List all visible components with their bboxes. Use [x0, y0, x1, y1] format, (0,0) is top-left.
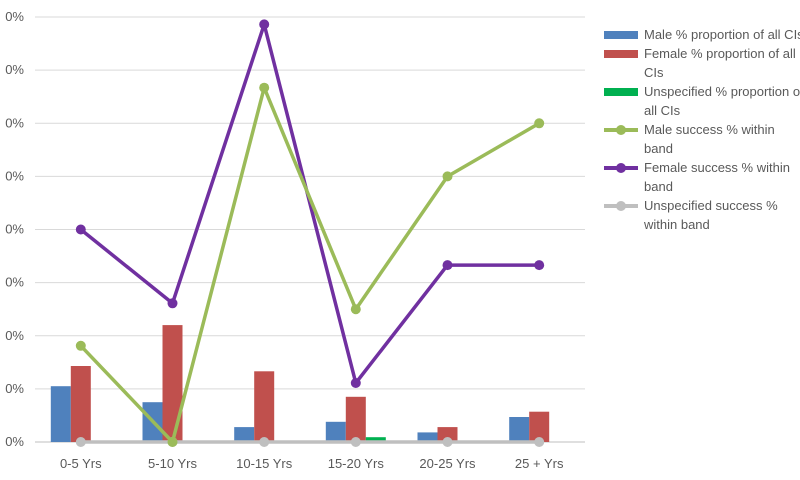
bar	[50, 386, 71, 442]
x-tick-label: 15-20 Yrs	[328, 456, 385, 471]
legend-swatch	[604, 31, 638, 39]
bars	[50, 325, 550, 442]
bar	[437, 427, 458, 442]
legend-label: Female success % within band	[644, 160, 790, 194]
data-point	[75, 340, 86, 351]
legend-item: Unspecified % proportion of all CIs	[604, 82, 800, 120]
bar	[70, 366, 91, 442]
legend-line-marker	[604, 201, 638, 211]
bar	[365, 437, 386, 442]
data-point	[350, 437, 361, 447]
legend-swatch	[604, 88, 638, 96]
legend-label: Unspecified % proportion of all CIs	[644, 84, 800, 118]
legend-item: Female success % within band	[604, 158, 800, 196]
bar	[529, 411, 550, 442]
legend-label: Male % proportion of all CIs	[644, 27, 800, 42]
legend-swatch	[604, 50, 638, 58]
x-tick-label: 5-10 Yrs	[148, 456, 197, 471]
y-tick-label: 0%	[5, 62, 24, 77]
data-point	[167, 437, 178, 447]
data-point	[442, 260, 453, 271]
x-tick-label: 0-5 Yrs	[60, 456, 102, 471]
data-point	[534, 118, 545, 129]
data-point	[259, 82, 270, 93]
data-point	[534, 260, 545, 271]
y-tick-label: 0%	[5, 115, 24, 130]
series-line	[79, 85, 541, 444]
x-tick-label: 10-15 Yrs	[236, 456, 293, 471]
bar	[234, 427, 255, 442]
data-point	[259, 437, 270, 447]
data-point	[350, 378, 361, 388]
y-tick-label: 0%	[5, 434, 24, 449]
y-tick-label: 0%	[5, 275, 24, 290]
series-line	[79, 22, 540, 385]
legend-line-marker	[604, 125, 638, 135]
legend: Male % proportion of all CIs Female % pro…	[604, 25, 800, 234]
legend-item: Male success % within band	[604, 120, 800, 158]
y-tick-label: 0%	[5, 328, 24, 343]
lines	[75, 19, 545, 447]
y-tick-label: 0%	[5, 168, 24, 183]
legend-item: Unspecified success % within band	[604, 196, 800, 234]
y-tick-label: 0%	[5, 381, 24, 396]
data-point	[442, 171, 453, 182]
data-point	[534, 437, 545, 447]
bar	[417, 432, 438, 442]
bar	[325, 421, 346, 442]
y-tick-label: 0%	[5, 222, 24, 237]
bar	[345, 396, 366, 442]
data-point	[442, 437, 453, 447]
bar	[254, 371, 275, 442]
y-axis-ticks: 0% 0% 0% 0% 0% 0% 0% 0% 0%	[5, 9, 24, 449]
x-tick-label: 25 + Yrs	[515, 456, 564, 471]
gridlines	[35, 16, 585, 443]
legend-item: Female % proportion of all CIs	[604, 44, 800, 82]
data-point	[75, 437, 86, 447]
data-point	[75, 224, 86, 235]
data-point	[259, 19, 270, 30]
x-tick-label: 20-25 Yrs	[419, 456, 476, 471]
bar	[509, 417, 530, 442]
legend-label: Unspecified success % within band	[644, 198, 778, 232]
legend-line-marker	[604, 163, 638, 173]
legend-label: Male success % within band	[644, 122, 775, 156]
legend-label: Female % proportion of all CIs	[644, 46, 796, 80]
bar	[162, 325, 183, 442]
x-axis-ticks: 0-5 Yrs 5-10 Yrs 10-15 Yrs 15-20 Yrs 20-25 Y…	[60, 456, 564, 471]
data-point	[167, 298, 178, 309]
legend-item: Male % proportion of all CIs	[604, 25, 800, 44]
data-point	[350, 304, 361, 315]
y-tick-label: 0%	[5, 9, 24, 24]
